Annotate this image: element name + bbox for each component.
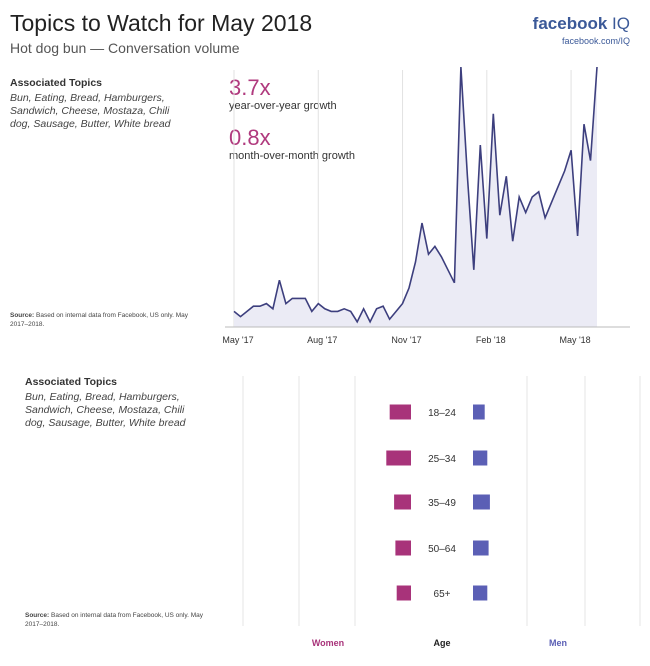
age-label: 18–24 [428, 408, 456, 419]
x-tick-label: May '17 [222, 335, 253, 345]
women-bar [389, 404, 411, 420]
x-tick-label: Feb '18 [476, 335, 506, 345]
associated-topics-top: Associated Topics Bun, Eating, Bread, Ha… [10, 77, 180, 131]
legend-men: Men [549, 638, 567, 648]
women-bar [386, 450, 411, 466]
men-bar [473, 540, 489, 556]
x-tick-labels: May '17 Aug '17 Nov '17 Feb '18 May '18 [222, 335, 590, 345]
brand-name: facebook IQ [533, 14, 630, 34]
men-bar [473, 585, 488, 601]
page-subtitle: Hot dog bun — Conversation volume [10, 40, 240, 56]
source-note-top: Source: Based on internal data from Face… [10, 311, 190, 329]
topics-list: Bun, Eating, Bread, Hamburgers, Sandwich… [25, 391, 186, 429]
brand-logo: facebook IQ facebook.com/IQ [533, 14, 630, 46]
yoy-stat: 3.7x year-over-year growth [229, 75, 337, 113]
mom-stat: 0.8x month-over-month growth [229, 125, 355, 163]
brand-word: facebook [532, 14, 608, 33]
volume-line [233, 66, 598, 324]
legend-women: Women [312, 638, 344, 648]
bar-group: 18–24 25–34 35–49 50–64 65+ [386, 404, 490, 601]
x-tick-label: Aug '17 [307, 335, 337, 345]
source-label: Source: [10, 312, 35, 319]
brand-suffix: IQ [612, 14, 630, 33]
age-label: 35–49 [428, 498, 456, 509]
yoy-label: year-over-year growth [229, 100, 337, 112]
brand-url: facebook.com/IQ [561, 36, 630, 46]
conversation-volume-chart: May '17 Aug '17 Nov '17 Feb '18 May '18 [222, 66, 630, 345]
men-bar [473, 450, 488, 466]
source-text: Based on internal data from Facebook, US… [10, 312, 189, 328]
age-label: 50–64 [428, 544, 456, 555]
mom-label: month-over-month growth [229, 150, 355, 162]
associated-topics-bottom: Associated Topics Bun, Eating, Bread, Ha… [25, 376, 205, 430]
source-text: Based on internal data from Facebook, US… [25, 612, 204, 628]
x-tick-label: Nov '17 [391, 335, 421, 345]
x-tick-label: May '18 [559, 335, 590, 345]
age-label: 65+ [434, 589, 451, 600]
volume-area [234, 67, 597, 327]
bar-legend: Women Age Men [312, 638, 567, 648]
women-bar [395, 540, 411, 556]
men-bar [473, 494, 490, 510]
age-label: 25–34 [428, 454, 456, 465]
source-note-bottom: Source: Based on internal data from Face… [25, 611, 205, 629]
women-bar [394, 494, 411, 510]
topics-heading: Associated Topics [10, 77, 102, 89]
yoy-value: 3.7x [229, 75, 271, 100]
men-bar [473, 404, 485, 420]
mom-value: 0.8x [229, 125, 271, 150]
source-label: Source: [25, 612, 50, 619]
topics-list: Bun, Eating, Bread, Hamburgers, Sandwich… [10, 92, 171, 130]
bar-gridlines [242, 376, 641, 626]
women-bar [396, 585, 411, 601]
topics-heading: Associated Topics [25, 376, 117, 388]
legend-age: Age [433, 638, 450, 648]
page-title: Topics to Watch for May 2018 [10, 10, 313, 36]
